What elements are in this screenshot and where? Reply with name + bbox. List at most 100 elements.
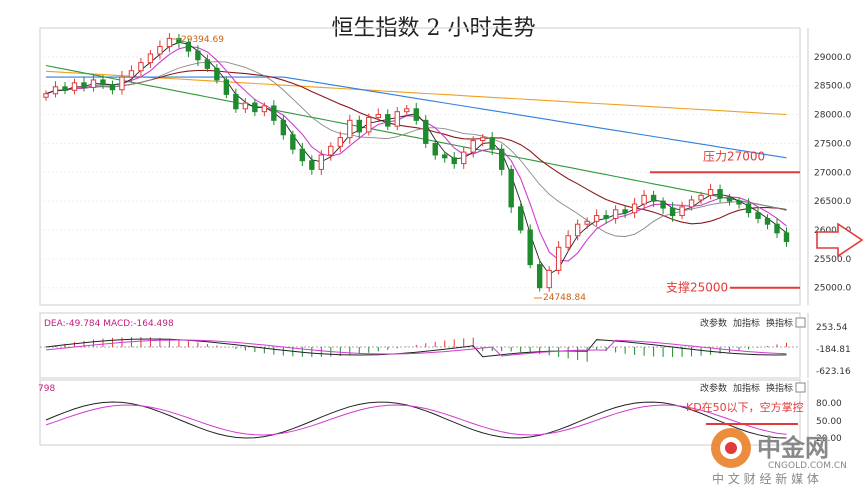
macd-ytick: 253.54: [816, 323, 848, 333]
macd-header: DEA:-49.784 MACD:-164.498: [44, 319, 174, 329]
kdj-button-2: 换指标: [766, 382, 793, 394]
candle-body: [43, 93, 49, 98]
ma-line-blue: [46, 76, 787, 159]
candle-body: [404, 108, 410, 113]
candle-body: [574, 223, 581, 237]
support-label: 支撑25000: [666, 280, 728, 295]
candle-body: [480, 137, 486, 142]
candle-body: [451, 157, 457, 165]
candle-body: [347, 119, 353, 139]
candle-body: [726, 197, 733, 202]
candle-body: [508, 168, 514, 208]
kdj-d-line: [45, 404, 787, 436]
y-tick-label: 25000.0: [814, 284, 851, 294]
candle-body: [176, 37, 182, 43]
main-panel-frame: [39, 27, 801, 306]
high-price-label: 29394.69: [181, 35, 224, 45]
low-price-label: 24748.84: [543, 293, 586, 303]
candle-body: [669, 207, 676, 217]
candle-body: [62, 86, 68, 91]
kdj-ytick: 50.00: [816, 417, 842, 427]
candle-body: [394, 111, 400, 127]
candle-body: [90, 79, 97, 88]
macd-panel-frame: [39, 312, 801, 379]
candle-body: [423, 119, 429, 144]
candle-body: [527, 229, 533, 266]
candle-body: [109, 84, 116, 91]
candle-body: [679, 206, 685, 217]
kdj-close-icon[interactable]: [795, 382, 806, 393]
candle-body: [280, 119, 287, 136]
candle-body: [764, 217, 771, 225]
candle-body: [555, 246, 562, 271]
ma-line-gray: [45, 61, 787, 237]
candle-body: [517, 206, 524, 231]
kdj-button-1: 加指标: [733, 382, 760, 394]
candle-body: [166, 37, 173, 47]
candle-body: [309, 160, 315, 170]
candle-body: [366, 116, 372, 133]
candle-body: [546, 269, 552, 289]
candle-body: [498, 148, 505, 170]
brand-url: CNGOLD.COM.CN: [768, 461, 847, 471]
candle-body: [774, 223, 780, 234]
candle-body: [157, 45, 163, 55]
candle-body: [242, 102, 249, 110]
candle-body: [603, 215, 609, 219]
candle-body: [128, 70, 135, 78]
ma-line-orange: [45, 70, 787, 116]
candle-body: [470, 140, 476, 153]
candle-body: [707, 189, 714, 196]
macd-close-icon[interactable]: [795, 317, 806, 328]
y-tick-label: 29000.0: [814, 53, 851, 63]
y-tick-label: 27500.0: [814, 139, 851, 149]
candle-body: [52, 86, 59, 95]
candle-body: [271, 105, 277, 121]
candle-body: [318, 154, 325, 170]
candle-body: [536, 264, 543, 289]
macd-ytick: -623.16: [816, 367, 851, 377]
candle-body: [593, 215, 600, 222]
candle-body: [233, 93, 239, 110]
candle-body: [138, 62, 144, 72]
macd-dea-line: [45, 339, 787, 357]
ma-line-darkred: [45, 69, 787, 225]
macd-button-1: 加指标: [733, 317, 760, 329]
candle-body: [81, 82, 87, 88]
candle-body: [385, 114, 391, 127]
y-tick-label: 26000.0: [814, 226, 851, 236]
candle-body: [650, 194, 657, 202]
candle-body: [432, 142, 438, 156]
candle-body: [489, 137, 495, 150]
ma-line-green: [45, 64, 787, 211]
candle-body: [299, 148, 306, 162]
kdj-ytick: 80.00: [816, 399, 842, 409]
kdj-header: 798: [38, 384, 55, 394]
candle-body: [356, 119, 362, 133]
candle-body: [328, 145, 334, 156]
candle-body: [214, 67, 220, 81]
kdj-panel-frame: [39, 379, 801, 446]
brand-name: 中金网: [757, 434, 829, 462]
y-tick-label: 28000.0: [814, 111, 851, 121]
candle-body: [223, 79, 230, 95]
candle-body: [660, 200, 666, 209]
candle-body: [755, 212, 761, 219]
kdj-k-line: [45, 401, 787, 439]
candle-body: [698, 194, 704, 201]
y-tick-label: 26500.0: [814, 197, 851, 207]
candle-body: [622, 209, 628, 214]
kdj-annotation: KD在50以下，空方掌控: [686, 400, 804, 414]
candle-body: [641, 194, 647, 205]
candle-body: [195, 50, 201, 61]
candle-body: [252, 102, 258, 113]
macd-button-2: 换指标: [766, 317, 793, 329]
y-tick-label: 27000.0: [814, 168, 851, 178]
macd-dif-line: [45, 338, 787, 358]
candle-body: [375, 114, 381, 118]
candle-body: [461, 151, 467, 165]
candle-body: [736, 200, 742, 205]
candle-body: [584, 220, 590, 225]
candle-body: [413, 108, 419, 121]
